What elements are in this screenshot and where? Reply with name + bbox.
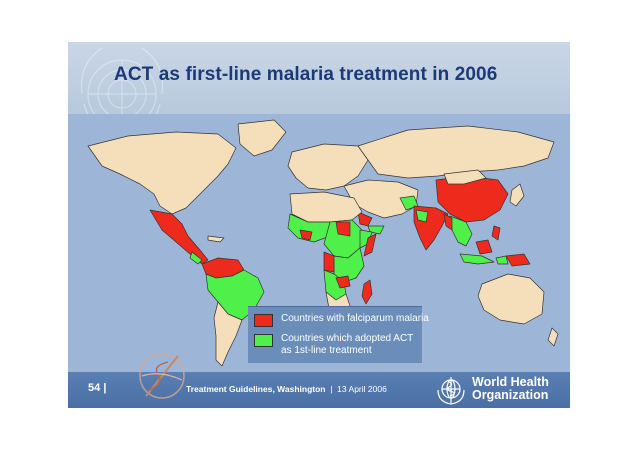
region-borneo-red: [475, 239, 493, 255]
map-legend: Countries with falciparum malaria Countr…: [248, 306, 429, 363]
caduceus-emblem-icon: [139, 353, 185, 399]
region-caribbean: [207, 235, 225, 243]
region-mexico-central-america: [149, 209, 209, 265]
region-zambia-red: [335, 275, 351, 289]
region-russia: [357, 125, 555, 179]
slide-title: ACT as first-line malaria treatment in 2…: [114, 64, 498, 85]
footer-event: Treatment Guidelines, Washington: [186, 384, 326, 394]
legend-swatch-falciparum: [254, 314, 273, 327]
region-japan: [509, 183, 525, 207]
legend-label-act-line1: Countries which adopted ACT: [281, 333, 414, 344]
region-north-america: [87, 131, 237, 215]
region-philippines-red: [491, 225, 501, 241]
region-middle-east: [343, 179, 419, 219]
region-papua-act: [495, 255, 509, 265]
region-myanmar-red: [443, 213, 453, 231]
slide: ACT as first-line malaria treatment in 2…: [68, 42, 570, 408]
region-new-zealand: [547, 327, 559, 347]
who-logo-icon: [437, 377, 465, 405]
slide-footer: 54 | Treatment Guidelines, Washington | …: [68, 353, 570, 408]
region-afghanistan-act: [399, 195, 419, 211]
region-west-africa-act: [287, 213, 331, 243]
legend-item-act: Countries which adopted ACT as 1st-line …: [254, 333, 413, 357]
region-indonesia: [459, 253, 495, 265]
region-greenland: [237, 119, 287, 157]
region-sudan-red: [335, 221, 351, 237]
region-india-act: [415, 209, 429, 223]
footer-date: 13 April 2006: [337, 384, 387, 394]
world-map: [68, 114, 570, 372]
region-south-america-south: [213, 301, 243, 367]
region-australia: [477, 273, 545, 325]
legend-label-falciparum: Countries with falciparum malaria: [281, 313, 429, 324]
legend-label-act: Countries which adopted ACT as 1st-line …: [281, 333, 413, 357]
page-number: 54 |: [88, 382, 107, 394]
region-madagascar: [361, 279, 373, 305]
region-somalia-red: [363, 233, 377, 257]
who-organization-name: World Health Organization: [472, 375, 549, 402]
legend-label-act-line2: as 1st-line treatment: [281, 345, 372, 356]
region-angola-red: [323, 251, 335, 273]
region-west-africa-red: [299, 229, 313, 241]
region-central-america-act: [189, 251, 203, 265]
legend-swatch-act: [254, 334, 273, 347]
region-papua: [505, 253, 531, 267]
legend-item-falciparum: Countries with falciparum malaria: [254, 313, 429, 327]
region-mongolia: [443, 169, 487, 185]
footer-event-info: Treatment Guidelines, Washington | 13 Ap…: [186, 384, 387, 394]
